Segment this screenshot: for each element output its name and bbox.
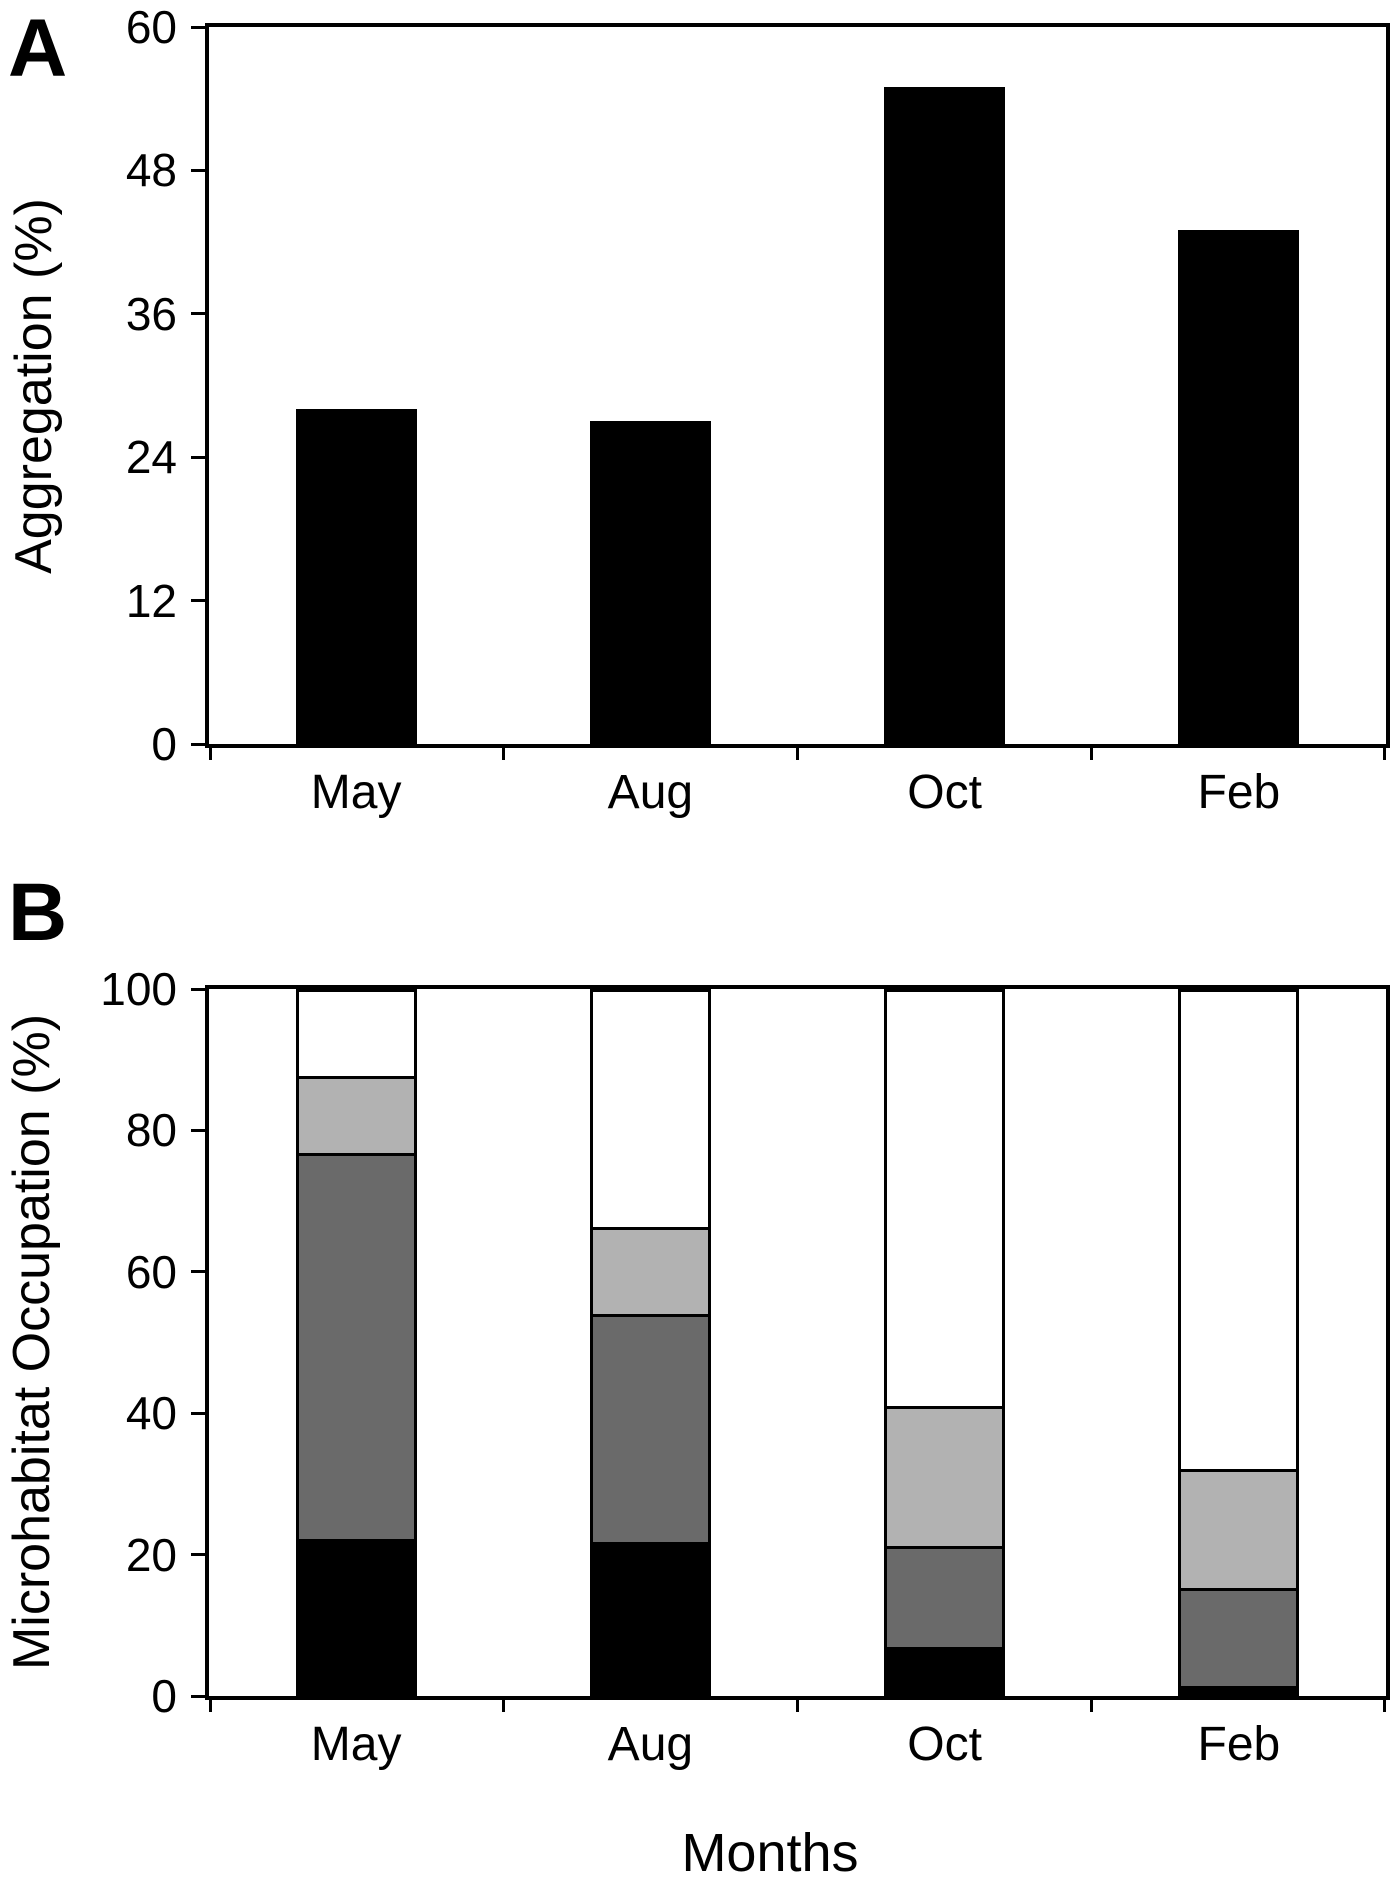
x-axis-title: Months <box>681 1823 859 1883</box>
x-tick-0 <box>209 744 212 760</box>
y-tick-0 <box>191 742 209 746</box>
x-tick-1 <box>501 744 505 760</box>
x-tick-3 <box>1090 1696 1094 1712</box>
y-tick-label-36: 36 <box>125 287 177 340</box>
y-tick-24 <box>191 455 209 459</box>
x-category-label-may: May <box>310 1718 402 1771</box>
bar-aug <box>589 421 711 744</box>
y-tick-100 <box>191 987 209 991</box>
x-category-label-may: May <box>310 766 402 819</box>
y-tick-48 <box>191 168 209 172</box>
panel-b-letter: B <box>8 867 68 958</box>
x-category-label-oct: Oct <box>907 1718 982 1771</box>
segment-light-gray-feb <box>1181 1468 1297 1588</box>
stacked-bar-may <box>295 989 417 1696</box>
y-tick-label-80: 80 <box>125 1104 177 1157</box>
y-tick-36 <box>191 312 209 316</box>
x-tick-4 <box>1383 1696 1386 1712</box>
stacked-bar-feb <box>1178 989 1300 1696</box>
y-tick-label-40: 40 <box>125 1387 177 1440</box>
x-tick-2 <box>796 1696 799 1712</box>
segment-dark-gray-feb <box>1181 1587 1297 1686</box>
x-category-label-aug: Aug <box>607 1718 694 1771</box>
segment-dark-gray-oct <box>887 1545 1003 1648</box>
x-tick-3 <box>1090 744 1094 760</box>
y-tick-60 <box>191 25 209 29</box>
y-tick-label-60: 60 <box>125 1 177 53</box>
y-tick-0 <box>191 1694 209 1698</box>
y-tick-40 <box>191 1411 209 1415</box>
bar-oct <box>884 86 1006 744</box>
segment-light-gray-oct <box>887 1405 1003 1546</box>
bar-feb <box>1178 230 1300 744</box>
segment-black-aug <box>592 1542 708 1693</box>
y-tick-label-24: 24 <box>125 431 177 484</box>
panel-b-y-axis-title: Microhabitat Occupation (%) <box>3 1013 61 1671</box>
x-tick-4 <box>1383 744 1386 760</box>
x-tick-0 <box>209 1696 212 1712</box>
segment-light-gray-aug <box>592 1226 708 1315</box>
stacked-bar-oct <box>884 989 1006 1696</box>
panel-a-plot-area: 0 12 24 36 48 60 May Aug Oct Feb <box>126 3 1390 818</box>
y-tick-label-20: 20 <box>125 1528 177 1581</box>
x-category-label-oct: Oct <box>907 766 982 819</box>
x-category-label-aug: Aug <box>607 766 694 819</box>
x-category-label-feb: Feb <box>1197 1718 1281 1771</box>
segment-dark-gray-may <box>298 1153 414 1539</box>
y-tick-12 <box>191 599 209 603</box>
x-category-label-feb: Feb <box>1197 766 1281 819</box>
stacked-bar-aug <box>589 989 711 1696</box>
bar-may <box>295 409 417 744</box>
segment-black-feb <box>1181 1686 1297 1693</box>
segment-dark-gray-aug <box>592 1314 708 1543</box>
panel-b-plot-area: 0 20 40 60 80 100 May Aug Oct Feb <box>100 965 1390 1770</box>
y-tick-label-60: 60 <box>125 1245 177 1298</box>
y-tick-label-0: 0 <box>151 718 177 770</box>
segment-black-oct <box>887 1647 1003 1693</box>
y-tick-20 <box>191 1553 209 1557</box>
y-tick-label-12: 12 <box>125 574 177 627</box>
segment-black-may <box>298 1538 414 1693</box>
y-tick-label-48: 48 <box>125 144 177 197</box>
panel-a-y-axis-title: Aggregation (%) <box>5 198 63 574</box>
panel-a-letter: A <box>8 3 68 94</box>
x-tick-1 <box>501 1696 505 1712</box>
y-tick-60 <box>191 1270 209 1274</box>
y-tick-80 <box>191 1128 209 1132</box>
x-tick-2 <box>796 744 799 760</box>
y-tick-label-0: 0 <box>151 1670 177 1722</box>
y-tick-label-100: 100 <box>100 963 177 1015</box>
segment-light-gray-may <box>298 1076 414 1154</box>
